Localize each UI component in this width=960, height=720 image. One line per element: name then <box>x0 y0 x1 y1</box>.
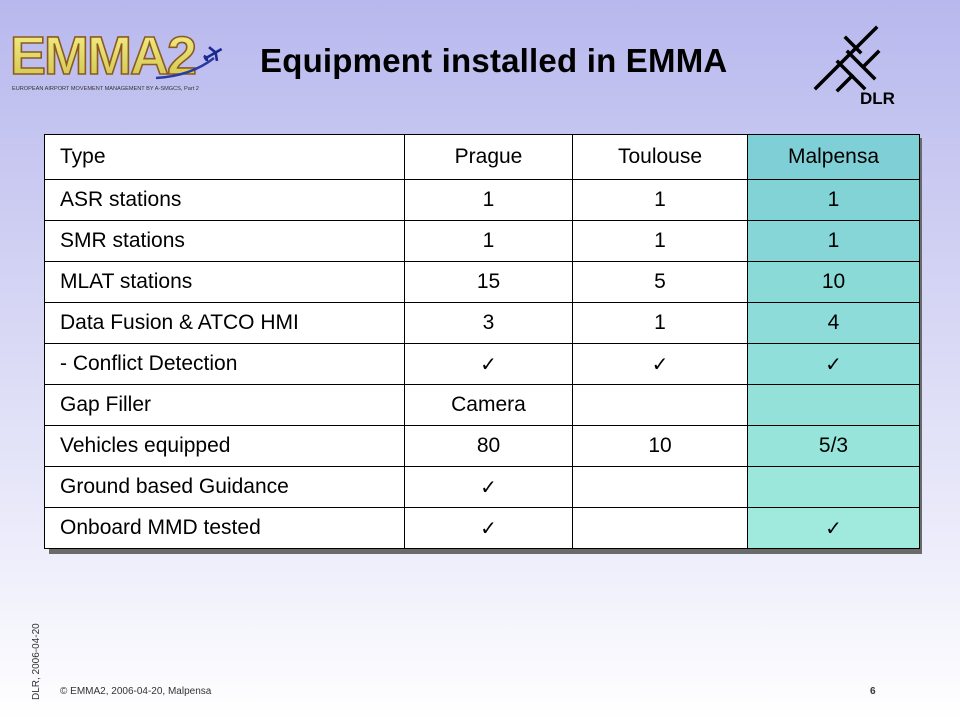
table-cell: 5 <box>572 261 748 303</box>
table-cell: 1 <box>572 179 748 221</box>
table-row: Data Fusion & ATCO HMI 3 1 4 <box>44 302 920 344</box>
svg-text:EUROPEAN AIRPORT MOVEMENT MANA: EUROPEAN AIRPORT MOVEMENT MANAGEMENT BY … <box>12 86 199 92</box>
table-cell: ✓ <box>747 343 920 385</box>
row-label: Ground based Guidance <box>44 466 405 508</box>
table-cell: Camera <box>404 384 573 426</box>
table-cell <box>747 384 920 426</box>
table-row: SMR stations 1 1 1 <box>44 220 920 262</box>
row-label: - Conflict Detection <box>44 343 405 385</box>
table-cell <box>572 507 748 549</box>
vertical-date-label: DLR, 2006-04-20 <box>31 623 42 700</box>
table-cell: 1 <box>572 302 748 344</box>
row-label: Onboard MMD tested <box>44 507 405 549</box>
table-cell: 10 <box>572 425 748 467</box>
table-cell: 1 <box>747 179 920 221</box>
column-header: Prague <box>404 134 573 180</box>
footer-copyright: © EMMA2, 2006-04-20, Malpensa <box>60 686 212 697</box>
airplane-icon <box>203 46 223 62</box>
column-header: Malpensa <box>747 134 920 180</box>
table-cell: 5/3 <box>747 425 920 467</box>
table-cell: ✓ <box>404 507 573 549</box>
table-cell: 80 <box>404 425 573 467</box>
table-cell: ✓ <box>404 466 573 508</box>
table-cell: 3 <box>404 302 573 344</box>
table-row: - Conflict Detection ✓ ✓ ✓ <box>44 343 920 385</box>
row-label: SMR stations <box>44 220 405 262</box>
row-label: Gap Filler <box>44 384 405 426</box>
table-cell: 4 <box>747 302 920 344</box>
page-number: 6 <box>870 686 876 697</box>
row-label: MLAT stations <box>44 261 405 303</box>
table-cell: 1 <box>572 220 748 262</box>
table-cell: ✓ <box>572 343 748 385</box>
row-label: Vehicles equipped <box>44 425 405 467</box>
table-cell <box>747 466 920 508</box>
equipment-table: Type Prague Toulouse Malpensa ASR stations 1 1… <box>44 134 920 549</box>
table-header-row: Type Prague Toulouse Malpensa <box>44 134 920 180</box>
table-cell: ✓ <box>747 507 920 549</box>
table-cell: 1 <box>747 220 920 262</box>
column-header: Toulouse <box>572 134 748 180</box>
row-label: Data Fusion & ATCO HMI <box>44 302 405 344</box>
row-label: ASR stations <box>44 179 405 221</box>
table-cell: 10 <box>747 261 920 303</box>
table-row: ASR stations 1 1 1 <box>44 179 920 221</box>
table-cell: 1 <box>404 179 573 221</box>
dlr-logo: DLR <box>813 25 895 108</box>
table-row: Ground based Guidance ✓ <box>44 466 920 508</box>
table-cell: 15 <box>404 261 573 303</box>
table-row: MLAT stations 15 5 10 <box>44 261 920 303</box>
table-cell <box>572 384 748 426</box>
table-row: Vehicles equipped 80 10 5/3 <box>44 425 920 467</box>
emma2-logo: EMMA2 EUROPEAN AIRPORT MOVEMENT MANAGEME… <box>9 25 223 92</box>
slide-title: Equipment installed in EMMA <box>260 42 728 79</box>
table-cell: ✓ <box>404 343 573 385</box>
svg-text:DLR: DLR <box>860 89 895 108</box>
column-header: Type <box>44 134 405 180</box>
svg-text:EMMA2: EMMA2 <box>10 26 195 86</box>
table-row: Gap Filler Camera <box>44 384 920 426</box>
table-cell <box>572 466 748 508</box>
table-row: Onboard MMD tested ✓ ✓ <box>44 507 920 549</box>
table-cell: 1 <box>404 220 573 262</box>
